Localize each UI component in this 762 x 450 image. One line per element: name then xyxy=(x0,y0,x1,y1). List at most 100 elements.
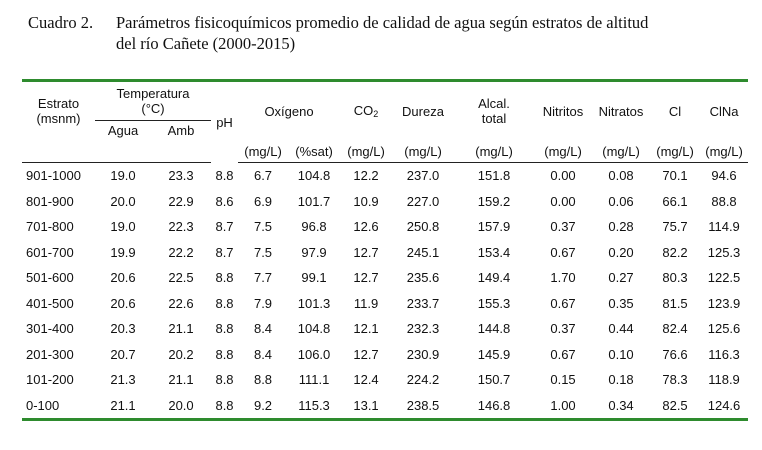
cell-nitritos: 0.67 xyxy=(550,346,576,362)
unit-dureza: (mg/L) xyxy=(392,140,455,163)
table-row: 701-800 19.0 22.3 8.7 7.5 96.8 12.6 250.… xyxy=(22,214,748,240)
cell-ph: 8.8 xyxy=(211,392,239,421)
cell-co2: 13.1 xyxy=(340,392,393,421)
cell-ph: 8.8 xyxy=(215,270,234,286)
header-clna: ClNa xyxy=(700,79,749,140)
cell-oxigeno-mgl: 8.4 xyxy=(253,346,273,362)
header-temperatura-unit: (°C) xyxy=(141,101,165,116)
cell-clna: 116.3 xyxy=(708,346,740,362)
cell-nitratos: 0.18 xyxy=(608,372,634,388)
cell-agua: 19.0 xyxy=(110,168,136,184)
header-row-2: Agua Amb xyxy=(22,121,748,141)
unit-co2: (mg/L) xyxy=(340,140,393,163)
header-agua: Agua xyxy=(107,123,139,138)
cell-oxigeno-mgl: 6.9 xyxy=(253,193,273,209)
cell-oxigeno-mgl: 7.5 xyxy=(253,244,273,260)
cell-clna: 118.9 xyxy=(708,372,740,388)
unit-estrato xyxy=(22,140,95,163)
cell-amb: 21.1 xyxy=(168,372,194,388)
cell-cl: 82.4 xyxy=(662,321,688,337)
cell-clna: 125.6 xyxy=(707,321,741,337)
cell-ph: 8.7 xyxy=(215,244,234,260)
table-row: 401-500 20.6 22.6 8.8 7.9 101.3 11.9 233… xyxy=(22,291,748,317)
cell-oxigeno-sat: 101.3 xyxy=(297,295,331,311)
cell-agua: 20.0 xyxy=(110,193,136,209)
cell-alcalinidad: 146.8 xyxy=(454,392,535,421)
cell-agua: 20.6 xyxy=(110,295,136,311)
cell-oxigeno-sat: 97.9 xyxy=(301,244,327,260)
header-alcalinidad-line1: Alcal. xyxy=(478,96,510,111)
cell-cl: 82.5 xyxy=(650,392,701,421)
cell-nitratos: 0.35 xyxy=(608,295,634,311)
cell-oxigeno-mgl: 7.7 xyxy=(253,270,273,286)
cell-co2: 12.1 xyxy=(353,321,379,337)
cell-oxigeno-sat: 104.8 xyxy=(297,321,331,337)
cell-cl: 70.1 xyxy=(662,168,688,184)
cell-ph: 8.7 xyxy=(215,219,234,235)
unit-oxigeno-mgl: (mg/L) xyxy=(238,140,289,163)
cell-nitritos: 0.37 xyxy=(550,321,576,337)
cell-nitritos: 0.67 xyxy=(550,295,576,311)
cell-nitratos: 0.10 xyxy=(608,346,634,362)
header-row-1: Estrato (msnm) Temperatura (°C) pH Oxíge… xyxy=(22,79,749,163)
unit-nitratos: (mg/L) xyxy=(592,140,651,163)
table-row: 0-100 21.1 20.0 8.8 9.2 115.3 13.1 238.5… xyxy=(22,392,749,421)
cell-nitritos: 1.00 xyxy=(534,392,593,421)
cell-nitratos: 0.28 xyxy=(608,219,634,235)
cell-oxigeno-mgl: 9.2 xyxy=(238,392,289,421)
table-row: 101-200 21.3 21.1 8.8 8.8 111.1 12.4 224… xyxy=(22,367,748,393)
header-oxigeno: Oxígeno xyxy=(238,79,341,140)
cell-amb: 21.1 xyxy=(168,321,194,337)
cell-agua: 21.1 xyxy=(95,392,151,421)
cell-oxigeno-sat: 106.0 xyxy=(297,346,331,362)
cell-dureza: 235.6 xyxy=(406,270,440,286)
cell-amb: 22.6 xyxy=(168,295,194,311)
cell-oxigeno-mgl: 8.4 xyxy=(253,321,273,337)
cell-ph: 8.8 xyxy=(215,295,234,311)
unit-oxigeno-sat: (%sat) xyxy=(288,140,341,163)
cell-alcalinidad: 157.9 xyxy=(477,219,511,235)
cell-oxigeno-sat: 115.3 xyxy=(288,392,341,421)
header-cl: Cl xyxy=(650,79,701,140)
cell-oxigeno-sat: 96.8 xyxy=(301,219,327,235)
cell-co2: 12.7 xyxy=(353,244,379,260)
cell-oxigeno-mgl: 7.9 xyxy=(253,295,273,311)
cell-nitratos: 0.44 xyxy=(608,321,634,337)
cell-amb: 22.9 xyxy=(168,193,194,209)
cell-amb: 23.3 xyxy=(168,168,194,184)
caption-title: Parámetros fisicoquímicos promedio de ca… xyxy=(116,13,649,32)
cell-oxigeno-sat: 104.8 xyxy=(297,168,331,184)
cell-estrato: 601-700 xyxy=(26,244,74,260)
header-co2: CO2 xyxy=(340,79,393,140)
cell-oxigeno-sat: 99.1 xyxy=(301,270,327,286)
header-estrato-unit: (msnm) xyxy=(36,111,81,126)
cell-alcalinidad: 145.9 xyxy=(477,346,511,362)
cell-estrato: 401-500 xyxy=(26,295,74,311)
header-dureza: Dureza xyxy=(392,79,455,140)
cell-co2: 12.6 xyxy=(353,219,379,235)
cell-clna: 88.8 xyxy=(711,193,737,209)
cell-nitratos: 0.06 xyxy=(608,193,634,209)
cell-amb: 20.0 xyxy=(151,392,212,421)
header-nitratos: Nitratos xyxy=(592,79,651,140)
unit-alcalinidad: (mg/L) xyxy=(454,140,535,163)
cell-clna: 124.6 xyxy=(700,392,749,421)
unit-cl: (mg/L) xyxy=(650,140,701,163)
cell-cl: 66.1 xyxy=(662,193,688,209)
table-row: 801-900 20.0 22.9 8.6 6.9 101.7 10.9 227… xyxy=(22,189,748,215)
cell-clna: 125.3 xyxy=(707,244,741,260)
cell-clna: 123.9 xyxy=(707,295,741,311)
cell-oxigeno-sat: 111.1 xyxy=(298,372,330,388)
cell-agua: 20.3 xyxy=(110,321,136,337)
cell-agua: 19.9 xyxy=(110,244,136,260)
cell-agua: 20.7 xyxy=(110,346,136,362)
cell-dureza: 237.0 xyxy=(406,168,440,184)
cell-alcalinidad: 159.2 xyxy=(477,193,511,209)
table-row: 501-600 20.6 22.5 8.8 7.7 99.1 12.7 235.… xyxy=(22,265,748,291)
table-row: 601-700 19.9 22.2 8.7 7.5 97.9 12.7 245.… xyxy=(22,240,748,266)
header-estrato: Estrato (msnm) xyxy=(22,79,95,140)
cell-nitritos: 0.15 xyxy=(550,372,576,388)
cell-oxigeno-mgl: 7.5 xyxy=(253,219,273,235)
cell-co2: 12.2 xyxy=(353,168,379,184)
cell-estrato: 801-900 xyxy=(26,193,74,209)
